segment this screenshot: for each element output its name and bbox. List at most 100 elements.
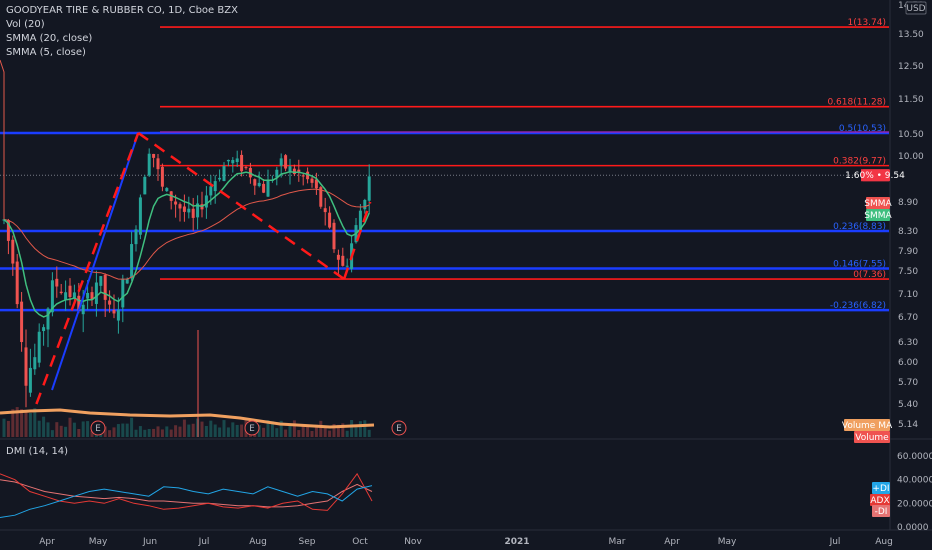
symbol-title: GOODYEAR TIRE & RUBBER CO, 1D, Cboe BZX: [6, 5, 238, 16]
candle-body: [15, 261, 19, 305]
zigzag-blue-line: [51, 132, 140, 391]
candle-body: [64, 292, 68, 300]
time-axis-label: Jun: [142, 537, 157, 547]
volume-bar: [306, 427, 310, 437]
candle-body: [235, 158, 239, 163]
smma20-indicator-label[interactable]: SMMA (20, close): [6, 33, 93, 44]
currency-label: USD: [906, 4, 925, 14]
volume-bar: [367, 429, 371, 437]
earnings-marker-label: E: [396, 424, 402, 434]
volume-bar: [279, 420, 283, 437]
fib-level-label: 0(7.36): [853, 270, 886, 280]
candle-body: [81, 304, 85, 315]
candle-body: [319, 187, 323, 207]
time-axis-label: Apr: [39, 537, 55, 547]
volume-bar: [358, 421, 362, 437]
candle-body: [68, 285, 72, 297]
volume-ma-axis-tag: Volume MA: [842, 421, 893, 431]
candle-body: [33, 357, 37, 370]
volume-bar: [319, 420, 323, 437]
time-axis-label: Mar: [609, 537, 626, 547]
fib-level-label: 0.618(11.28): [827, 98, 886, 108]
candle-body: [196, 203, 200, 218]
smma5-line: [3, 170, 370, 318]
volume-bar: [165, 426, 169, 437]
candle-body: [306, 171, 310, 180]
volume-bar: [328, 430, 332, 437]
dmi-axis-tick: 40.0000: [897, 476, 932, 486]
volume-bar: [332, 424, 336, 437]
candle-body: [125, 278, 129, 284]
candle-body: [178, 204, 182, 209]
volume-bar: [187, 424, 191, 437]
zigzag-dashed-line: [137, 131, 345, 281]
candle-body: [209, 186, 213, 196]
volume-axis-tag: Volume: [855, 433, 889, 443]
volume-bar: [11, 409, 15, 437]
candle-body: [310, 178, 314, 183]
volume-bar: [240, 424, 244, 437]
candle-body: [143, 176, 147, 195]
volume-bar: [143, 429, 147, 437]
candle-body: [77, 295, 81, 311]
price-axis-tick: 7.50: [898, 267, 918, 277]
smma20-axis-tag: SMMA: [864, 199, 892, 209]
candle-body: [284, 155, 288, 169]
volume-bar: [226, 427, 230, 437]
smma5-axis-tag: SMMA: [864, 211, 892, 221]
candle-body: [86, 292, 90, 299]
candle-body: [160, 166, 164, 187]
dmi-axis-tick: 20.0000: [897, 499, 932, 509]
candle-body: [213, 181, 217, 192]
adx-axis-tag: ADX: [870, 496, 889, 506]
earnings-marker: [391, 420, 407, 436]
candle-body: [37, 331, 41, 363]
volume-indicator-label[interactable]: Vol (20): [6, 19, 45, 30]
fib-level-label: -0.236(6.82): [830, 301, 886, 311]
candle-body: [336, 254, 340, 260]
volume-bar: [152, 428, 156, 437]
volume-bar: [191, 423, 195, 437]
price-axis-tick: 7.10: [898, 290, 918, 300]
plus-di-axis-tag: +DI: [872, 484, 889, 494]
candle-body: [244, 167, 248, 169]
dmi-indicator-label[interactable]: DMI (14, 14): [6, 446, 69, 457]
candle-body: [323, 208, 327, 213]
candle-body: [341, 255, 345, 266]
time-axis-label: Aug: [249, 537, 267, 547]
volume-bar: [275, 428, 279, 437]
fib-level-label: 0.146(7.55): [833, 260, 886, 270]
volume-bar: [235, 424, 239, 437]
volume-bar: [125, 423, 129, 437]
smma5-indicator-label[interactable]: SMMA (5, close): [6, 47, 86, 58]
candle-body: [108, 300, 112, 305]
minus-di-axis-tag-bg: [872, 505, 890, 517]
price-axis-tick: 10.50: [898, 130, 924, 140]
minus-di-axis-tag: -DI: [875, 507, 888, 517]
candle-body: [182, 206, 186, 212]
candle-body: [332, 222, 336, 250]
volume-bar: [218, 427, 222, 437]
minus-di-line: [0, 472, 373, 511]
candle-body: [191, 208, 195, 218]
volume-bar: [108, 430, 112, 437]
candle-body: [72, 292, 76, 298]
volume-bar: [323, 426, 327, 437]
candle-body: [253, 179, 257, 186]
volume-bar: [292, 420, 296, 437]
fib-level-label: 0.382(9.77): [833, 157, 886, 167]
volume-bar: [64, 426, 68, 437]
price-axis-tick: 10.00: [898, 152, 924, 162]
candle-body: [147, 153, 151, 176]
volume-bar: [345, 430, 349, 437]
price-axis-tick: 6.30: [898, 338, 918, 348]
volume-bar: [297, 430, 301, 437]
volume-bar: [81, 421, 85, 437]
candle-body: [50, 280, 54, 313]
candle-body: [328, 212, 332, 228]
time-axis-label: Nov: [404, 537, 422, 547]
candle-body: [130, 244, 134, 279]
volume-bar: [350, 419, 354, 437]
candle-body: [6, 220, 10, 241]
